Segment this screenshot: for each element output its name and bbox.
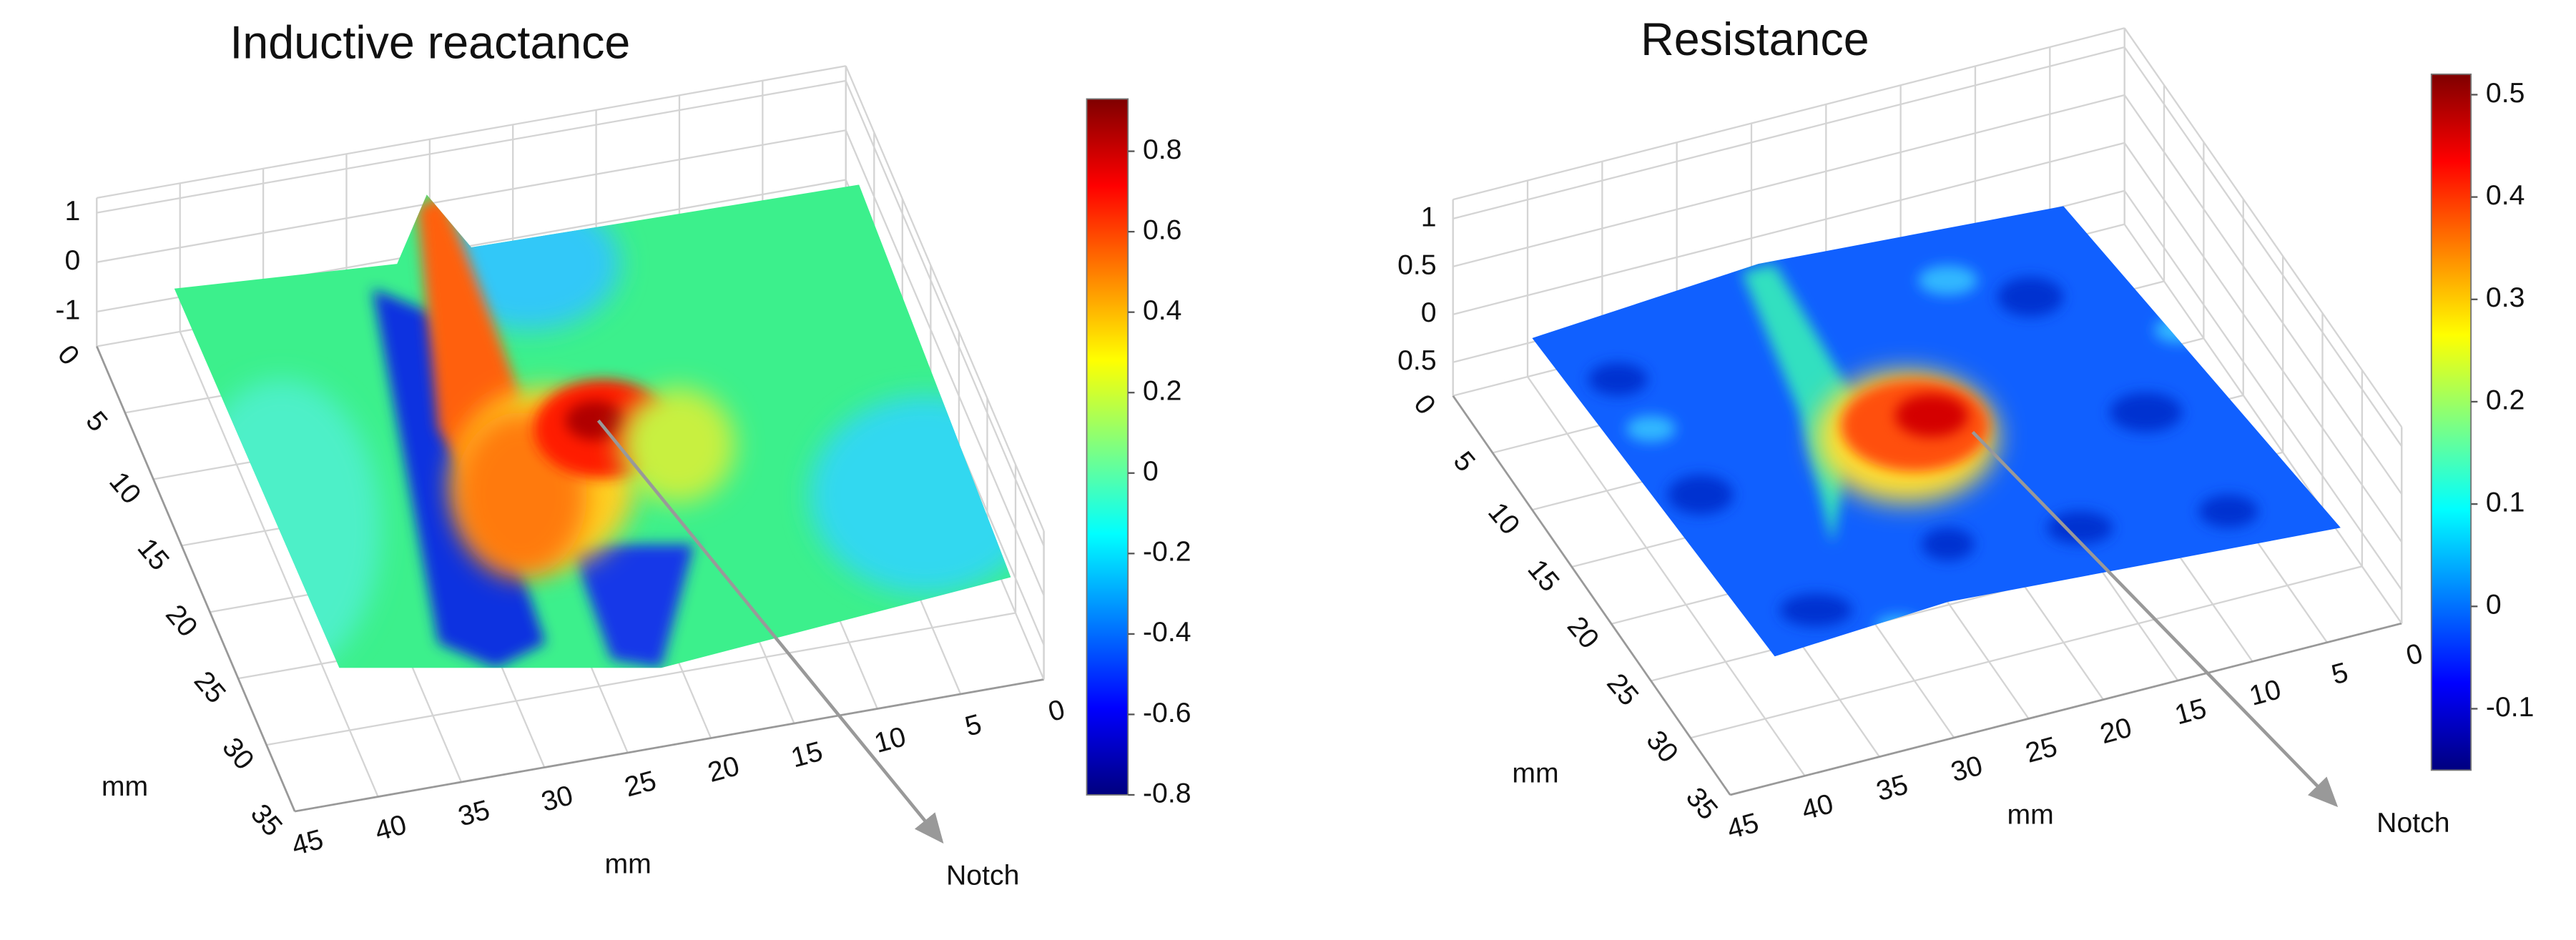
colorbar-tick-label: 0 (1143, 456, 1159, 487)
x-tick-label: 25 (621, 766, 659, 803)
y-axis-label: mm (102, 771, 148, 802)
x-tick-label: 0 (1045, 694, 1068, 728)
colorbar-tick-label: -0.6 (1143, 698, 1191, 728)
grid-line (1452, 142, 2125, 315)
z-tick-label: 0 (1421, 297, 1437, 328)
axis-line (97, 65, 846, 199)
annotation: Notch (2376, 808, 2449, 838)
z-tick-label: 0.5 (1397, 249, 1437, 280)
grid-line (2123, 190, 2403, 590)
axis-line (1452, 27, 2125, 201)
colorbar-tick-label: 0.4 (1143, 295, 1182, 326)
grid-line (2123, 224, 2403, 624)
y-tick-label: 20 (1561, 611, 1605, 655)
colorbar (1086, 98, 1129, 796)
grid-line (2123, 142, 2403, 543)
chart-title: Resistance (1641, 14, 1869, 65)
grid-line (1690, 565, 2363, 739)
grid-line (845, 129, 1045, 596)
grid-line (97, 79, 846, 214)
x-tick-label: 10 (871, 721, 909, 759)
x-tick-label: 15 (788, 736, 826, 774)
colorbar-tick-label: 0.2 (1143, 376, 1182, 407)
y-tick-label: 10 (103, 466, 147, 510)
notch-arrow (1971, 430, 2339, 808)
y-axis-label: mm (1512, 758, 1558, 789)
colorbar-tick-label: -0.1 (2486, 692, 2535, 723)
x-tick-label: 15 (2172, 693, 2210, 731)
x-axis-label: mm (2007, 799, 2053, 830)
x-tick-label: 30 (1948, 751, 1986, 788)
colorbar-tick-label: 0 (2486, 590, 2502, 620)
colorbar-tick-label: 0.3 (2486, 282, 2525, 313)
x-tick-label: 40 (1799, 788, 1837, 826)
x-tick-label: 45 (288, 824, 326, 862)
x-tick-label: 40 (372, 809, 410, 847)
x-tick-label: 0 (2403, 638, 2426, 672)
colorbar-tick-label: -0.2 (1143, 537, 1191, 568)
notch-arrow (596, 419, 944, 844)
grid-line (845, 80, 1045, 547)
y-tick-label: 35 (245, 798, 288, 842)
axis-line (845, 65, 1045, 532)
grid-line (179, 331, 379, 797)
colorbar (2430, 73, 2472, 771)
y-tick-label: 30 (216, 732, 260, 776)
z-tick-label: 0 (64, 245, 80, 276)
x-tick-label: 20 (704, 751, 742, 788)
x-tick-label: 30 (539, 780, 576, 818)
y-tick-label: 0 (1407, 389, 1441, 420)
z-tick-label: 1 (1421, 202, 1437, 232)
x-axis-label: mm (605, 849, 652, 880)
colorbar-tick-label: 0.1 (2486, 487, 2525, 518)
y-tick-label: 35 (1680, 782, 1724, 826)
x-tick-label: 35 (455, 795, 493, 833)
grid-line (2123, 46, 2403, 447)
x-tick-label: 10 (2246, 674, 2284, 712)
x-tick-label: 35 (1873, 769, 1911, 807)
grid-line (2123, 94, 2403, 495)
y-tick-label: 15 (1521, 554, 1565, 598)
grid-line (266, 612, 1016, 746)
colorbar-tick-label: -0.8 (1143, 778, 1191, 808)
z-tick-label: 1 (64, 196, 80, 227)
colorbar-tick-label: 0.8 (1143, 134, 1182, 165)
colorbar-tick-label: 0.5 (2486, 78, 2525, 109)
axis-line (1452, 395, 1731, 796)
y-tick-label: 15 (132, 533, 175, 576)
axis-line (1729, 622, 2402, 796)
y-tick-label: 25 (1601, 668, 1644, 711)
x-tick-label: 20 (2097, 712, 2135, 750)
chart-title: Inductive reactance (230, 17, 630, 69)
annotation: Notch (946, 861, 1019, 891)
y-tick-label: 5 (80, 406, 114, 437)
colorbar-tick-label: -0.4 (1143, 617, 1191, 648)
surface (174, 184, 1011, 668)
axis-line (294, 678, 1044, 813)
y-tick-label: 25 (188, 666, 232, 709)
y-tick-label: 20 (159, 599, 203, 643)
axis-line (96, 345, 296, 812)
axis-line (2123, 27, 2403, 428)
y-tick-label: 30 (1641, 725, 1684, 768)
y-tick-label: 10 (1482, 497, 1525, 540)
x-tick-label: 5 (2329, 657, 2351, 691)
x-tick-label: 25 (2022, 731, 2060, 769)
grid-line (97, 129, 846, 263)
y-tick-label: 0 (51, 340, 85, 371)
z-tick-label: -1 (55, 295, 80, 325)
grid-line (1527, 376, 1806, 776)
grid-line (1452, 46, 2125, 220)
colorbar-tick-label: 0.6 (1143, 214, 1182, 245)
colorbar-tick-label: 0.4 (2486, 180, 2525, 211)
z-tick-label: 0.5 (1397, 345, 1437, 376)
y-tick-label: 5 (1447, 446, 1481, 478)
x-tick-label: 45 (1724, 808, 1762, 846)
x-tick-label: 5 (962, 708, 985, 742)
colorbar-tick-label: 0.2 (2486, 385, 2525, 415)
grid-line (1452, 94, 2125, 268)
